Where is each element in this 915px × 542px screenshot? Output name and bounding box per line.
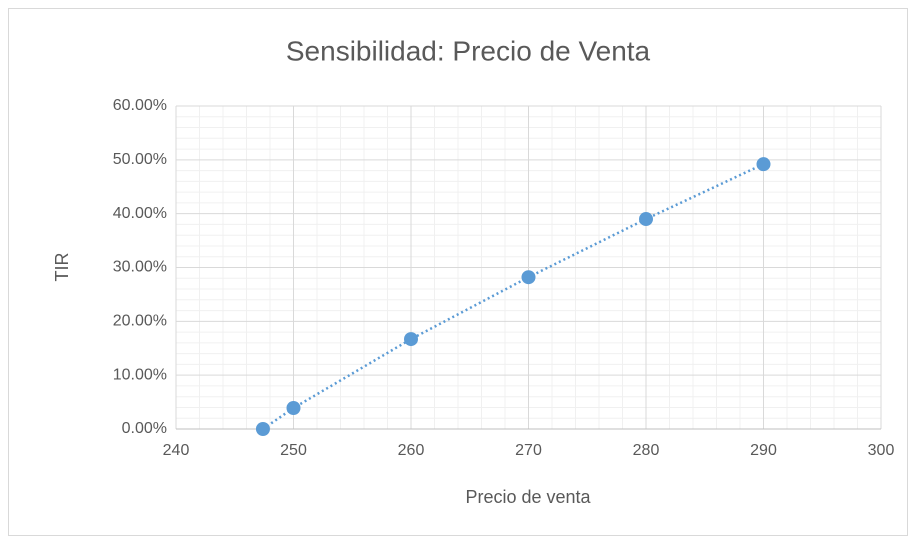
- y-tick-label: 60.00%: [113, 97, 167, 114]
- point: [639, 212, 653, 227]
- x-tick-label: 300: [868, 442, 895, 459]
- point: [286, 401, 301, 416]
- x-tick-label: 290: [750, 442, 777, 459]
- y-tick-label: 10.00%: [113, 366, 167, 383]
- y-axis-title: TIR: [52, 253, 72, 282]
- y-tick-label: 50.00%: [113, 151, 167, 168]
- x-tick-label: 280: [633, 442, 660, 459]
- x-axis-title: Precio de venta: [465, 487, 591, 507]
- x-tick-label: 250: [280, 442, 307, 459]
- x-tick-label: 260: [398, 442, 425, 459]
- y-tick-label: 40.00%: [113, 205, 167, 222]
- chart-title: Sensibilidad: Precio de Venta: [286, 35, 651, 66]
- point: [404, 332, 418, 347]
- y-tick-label: 20.00%: [113, 313, 167, 330]
- x-tick-label: 270: [515, 442, 542, 459]
- y-tick-label: 30.00%: [113, 259, 167, 276]
- point: [521, 270, 536, 285]
- y-tick-label: 0.00%: [122, 420, 167, 437]
- x-tick-label: 240: [163, 442, 190, 459]
- point: [756, 157, 771, 172]
- point: [255, 422, 270, 436]
